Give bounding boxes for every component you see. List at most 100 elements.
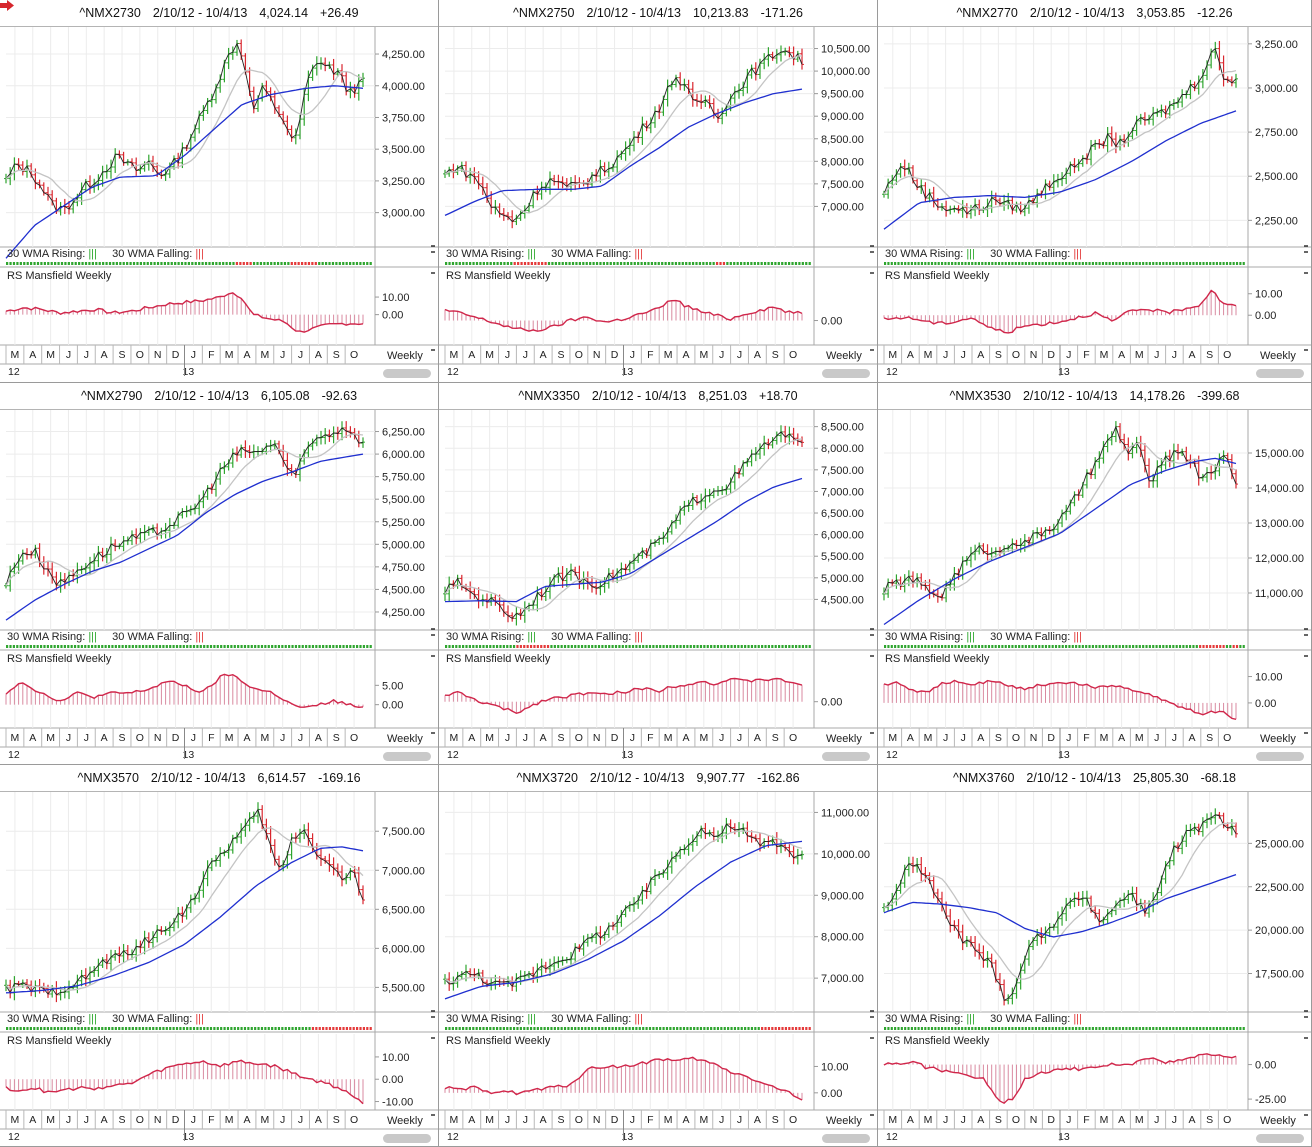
wma-dot <box>626 262 630 265</box>
month-label: A <box>101 1114 108 1126</box>
price-bar <box>766 47 771 67</box>
wma-dot <box>366 262 369 265</box>
chart-panel[interactable]: ^NMX3720 2/10/12 - 10/4/13 9,907.77 -162.86… <box>439 765 878 1147</box>
wma-dot <box>688 262 691 265</box>
year-label: 13 <box>622 1131 634 1143</box>
month-label: A <box>468 349 475 361</box>
wma-dot <box>570 1027 573 1030</box>
wma-dot <box>199 1027 202 1030</box>
wma-dot <box>1132 262 1135 265</box>
y-tick-label: 4,250.00 <box>382 607 425 619</box>
wma-dot <box>260 1027 264 1030</box>
wma-dot <box>961 645 964 648</box>
month-label: M <box>924 1114 933 1126</box>
period-label[interactable]: Weekly <box>826 1115 862 1127</box>
wma-dot <box>26 645 29 648</box>
wma-dot <box>628 645 631 648</box>
wma-dot <box>461 1027 465 1030</box>
chart-panel[interactable]: ^NMX2750 2/10/12 - 10/4/13 10,213.83 -171.2… <box>439 0 878 383</box>
horizontal-scrollbar[interactable] <box>383 1134 431 1143</box>
wma-dot <box>927 1027 930 1030</box>
period-label[interactable]: Weekly <box>1260 350 1296 362</box>
month-label: F <box>1083 1114 1089 1126</box>
price-bar <box>968 204 973 219</box>
month-label: A <box>243 732 250 744</box>
chart-panel[interactable]: ^NMX3530 2/10/12 - 10/4/13 14,178.26 -399.6… <box>878 383 1312 765</box>
wma-dot <box>897 262 900 265</box>
chart-panel[interactable]: ^NMX2790 2/10/12 - 10/4/13 6,105.08 -92.63 M… <box>0 383 439 765</box>
wma-dot <box>575 262 578 265</box>
wma-dot <box>492 645 495 648</box>
period-label[interactable]: Weekly <box>1260 1115 1296 1127</box>
month-label: M <box>1100 349 1109 361</box>
wma-dot <box>944 262 947 265</box>
wma-dot <box>163 262 167 265</box>
chart-panel[interactable]: ^NMX2730 2/10/12 - 10/4/13 4,024.14 +26.49 M… <box>0 0 439 383</box>
period-label[interactable]: Weekly <box>826 350 862 362</box>
red-right-arrow-icon[interactable] <box>0 0 14 11</box>
wma-dot <box>997 1027 1001 1030</box>
wma-dot <box>98 262 101 265</box>
wma-dot <box>1209 1027 1212 1030</box>
wma-dot <box>165 1027 168 1030</box>
wma-dot <box>1189 262 1192 265</box>
wma-rising-glyph: ||| <box>966 1013 975 1025</box>
wma-dot <box>311 1027 315 1030</box>
price-bar <box>653 106 657 128</box>
wma-dot <box>1232 1027 1235 1030</box>
wma-falling-label: 30 WMA Falling: <box>96 631 196 643</box>
month-label: A <box>101 349 108 361</box>
wma-dot <box>1138 262 1141 265</box>
wma-dot <box>115 262 118 265</box>
wma-dot <box>1014 645 1017 648</box>
horizontal-scrollbar[interactable] <box>1256 1134 1304 1143</box>
wma-dot <box>1001 262 1004 265</box>
wma-dot <box>257 1027 260 1030</box>
month-label: O <box>1223 1114 1231 1126</box>
price-bar <box>791 46 796 66</box>
price-bar <box>898 162 903 178</box>
horizontal-scrollbar[interactable] <box>822 1134 870 1143</box>
horizontal-scrollbar[interactable] <box>383 369 431 378</box>
wma-rising-label: 30 WMA Rising: <box>446 631 528 643</box>
chart-panel[interactable]: ^NMX3350 2/10/12 - 10/4/13 8,251.03 +18.70 M… <box>439 383 878 765</box>
wma-dot <box>324 262 328 265</box>
period-label[interactable]: Weekly <box>387 350 423 362</box>
wma-dot <box>489 262 492 265</box>
wma-dot <box>216 645 219 648</box>
wma-dot <box>674 262 678 265</box>
wma-dot <box>1145 262 1148 265</box>
horizontal-scrollbar[interactable] <box>822 369 870 378</box>
chart-panel[interactable]: ^NMX3570 2/10/12 - 10/4/13 6,614.57 -169.16… <box>0 765 439 1147</box>
wma-dot <box>1175 645 1178 648</box>
chart-change: +18.70 <box>759 389 798 403</box>
wma-dot <box>984 1027 987 1030</box>
wma-dot <box>733 1027 737 1030</box>
wma-falling-label: 30 WMA Falling: <box>535 1013 635 1025</box>
chart-panel[interactable]: ^NMX3760 2/10/12 - 10/4/13 25,805.30 -68.18… <box>878 765 1312 1147</box>
chart-panel[interactable]: ^NMX2770 2/10/12 - 10/4/13 3,053.85 -12.26 M… <box>878 0 1312 383</box>
horizontal-scrollbar[interactable] <box>822 752 870 761</box>
wma-dot <box>763 262 767 265</box>
wma-dot <box>131 645 134 648</box>
wma-dot <box>496 262 499 265</box>
price-bar <box>749 64 754 79</box>
period-label[interactable]: Weekly <box>387 1115 423 1127</box>
wma-dot <box>592 262 595 265</box>
horizontal-scrollbar[interactable] <box>383 752 431 761</box>
month-label: M <box>485 1114 494 1126</box>
wma-dot <box>676 645 679 648</box>
period-label[interactable]: Weekly <box>1260 733 1296 745</box>
wma-dot <box>475 1027 478 1030</box>
wma-dot <box>242 262 245 265</box>
wma-dot <box>1128 1027 1131 1030</box>
wma-dot <box>693 645 696 648</box>
month-label: J <box>66 732 71 744</box>
period-label[interactable]: Weekly <box>387 733 423 745</box>
period-label[interactable]: Weekly <box>826 733 862 745</box>
ma10-line <box>5 69 364 202</box>
price-bar <box>75 562 80 584</box>
horizontal-scrollbar[interactable] <box>1256 752 1304 761</box>
horizontal-scrollbar[interactable] <box>1256 369 1304 378</box>
wma-dot <box>904 645 907 648</box>
